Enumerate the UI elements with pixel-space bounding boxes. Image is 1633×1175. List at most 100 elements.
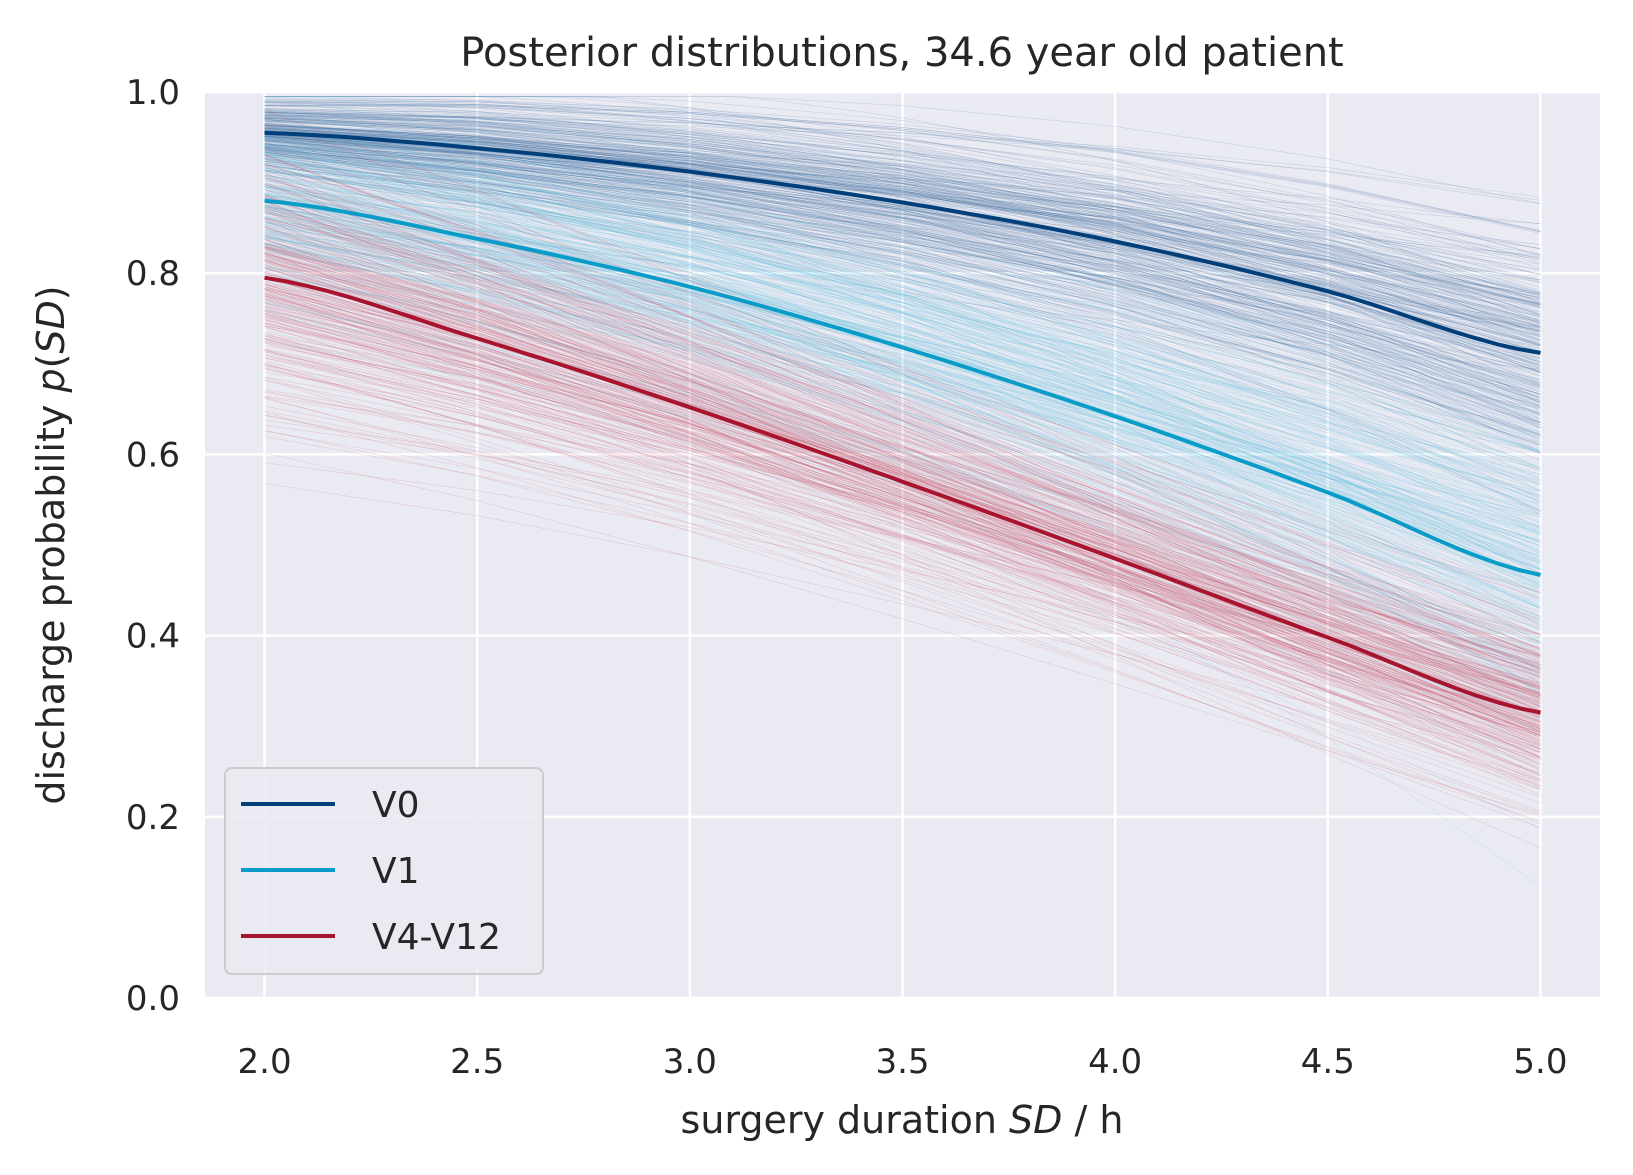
mean-lines (264, 130, 1541, 715)
posterior-sample-line (264, 278, 1541, 517)
posterior-sample-line (264, 158, 1541, 684)
y-tick-label: 1.0 (126, 73, 180, 113)
posterior-sample-line (264, 354, 1541, 695)
posterior-sample-line (264, 313, 1541, 722)
posterior-sample-line (264, 288, 1541, 776)
posterior-sample-line (264, 221, 1541, 522)
posterior-sample-line (264, 171, 1541, 501)
posterior-sample-line (264, 218, 1541, 598)
posterior-sample-line (264, 149, 1541, 446)
posterior-sample-line (264, 261, 1541, 674)
posterior-sample-line (264, 114, 1541, 297)
posterior-sample-line (264, 226, 1541, 493)
posterior-sample-line (264, 206, 1541, 542)
posterior-sample-line (264, 170, 1541, 433)
posterior-sample-line (264, 149, 1541, 446)
posterior-sample-line (264, 285, 1541, 785)
posterior-sample-line (264, 268, 1541, 657)
posterior-sample-line (264, 140, 1541, 283)
posterior-sample-line (264, 96, 1541, 304)
posterior-sample-line (264, 144, 1541, 224)
posterior-sample-line (264, 140, 1541, 436)
posterior-sample-line (264, 164, 1541, 513)
posterior-sample-line (264, 101, 1541, 232)
posterior-sample-line (264, 244, 1541, 657)
posterior-sample-line (264, 186, 1541, 450)
posterior-sample-line (264, 239, 1541, 690)
posterior-sample-line (264, 248, 1541, 702)
posterior-sample-line (264, 110, 1541, 346)
posterior-sample-line (264, 128, 1541, 404)
posterior-sample-line (264, 126, 1541, 702)
posterior-sample-line (264, 298, 1541, 738)
posterior-sample-line (264, 338, 1541, 750)
posterior-sample-line (264, 134, 1541, 389)
posterior-sample-line (264, 146, 1541, 386)
posterior-sample-line (264, 135, 1541, 424)
posterior-sample-line (264, 141, 1541, 707)
posterior-sample-line (264, 208, 1541, 758)
posterior-sample-line (264, 430, 1541, 735)
posterior-sample-line (264, 199, 1541, 528)
posterior-sample-line (264, 96, 1541, 472)
posterior-sample-line (264, 289, 1541, 695)
posterior-sample-line (264, 335, 1541, 766)
posterior-sample-line (264, 151, 1541, 425)
posterior-sample-line (264, 222, 1541, 672)
posterior-sample-line (264, 125, 1541, 283)
posterior-sample-line (264, 140, 1541, 384)
posterior-sample-line (264, 169, 1541, 423)
posterior-sample-line (264, 222, 1541, 514)
posterior-sample-line (264, 154, 1541, 295)
posterior-sample-line (264, 194, 1541, 675)
posterior-sample-line (264, 243, 1541, 562)
posterior-sample-line (264, 356, 1541, 690)
posterior-sample-line (264, 211, 1541, 428)
posterior-sample-line (264, 222, 1541, 666)
x-tick-label: 3.0 (663, 1042, 717, 1082)
posterior-sample-line (264, 146, 1541, 260)
posterior-sample-line (264, 194, 1541, 496)
posterior-sample-line (264, 341, 1541, 687)
posterior-sample-line (264, 483, 1541, 758)
posterior-sample-line (264, 124, 1541, 366)
posterior-sample-line (264, 147, 1541, 699)
posterior-sample-line (264, 175, 1541, 615)
posterior-sample-line (264, 150, 1541, 499)
posterior-sample-line (264, 249, 1541, 630)
posterior-sample-line (264, 242, 1541, 730)
posterior-sample-line (264, 165, 1541, 643)
posterior-sample-line (264, 293, 1541, 730)
posterior-sample-line (264, 246, 1541, 712)
posterior-samples-v1 (264, 96, 1541, 887)
posterior-sample-line (264, 390, 1541, 717)
posterior-sample-line (264, 412, 1541, 818)
posterior-sample-line (264, 414, 1541, 753)
posterior-sample-line (264, 259, 1541, 666)
posterior-sample-line (264, 164, 1541, 380)
x-axis-label-text: surgery duration (681, 1098, 1010, 1142)
mean-line-v0 (264, 130, 1541, 355)
y-axis-label-close: ) (29, 285, 73, 300)
posterior-sample-line (264, 151, 1541, 331)
posterior-sample-line (264, 274, 1541, 696)
posterior-sample-line (264, 127, 1541, 427)
posterior-sample-line (264, 170, 1541, 517)
posterior-sample-line (264, 377, 1541, 814)
posterior-sample-line (264, 305, 1541, 664)
posterior-sample-line (264, 283, 1541, 746)
posterior-sample-line (264, 210, 1541, 758)
posterior-sample-line (264, 114, 1541, 340)
x-tick-label: 4.5 (1301, 1042, 1355, 1082)
posterior-sample-line (264, 281, 1541, 732)
posterior-sample-line (264, 278, 1541, 665)
posterior-sample-line (264, 254, 1541, 640)
posterior-sample-line (264, 246, 1541, 636)
posterior-sample-line (264, 236, 1541, 671)
posterior-sample-line (264, 367, 1541, 737)
posterior-sample-line (264, 326, 1541, 769)
posterior-sample-line (264, 376, 1541, 692)
posterior-sample-line (264, 137, 1541, 382)
posterior-sample-line (264, 144, 1541, 336)
posterior-sample-line (264, 163, 1541, 523)
